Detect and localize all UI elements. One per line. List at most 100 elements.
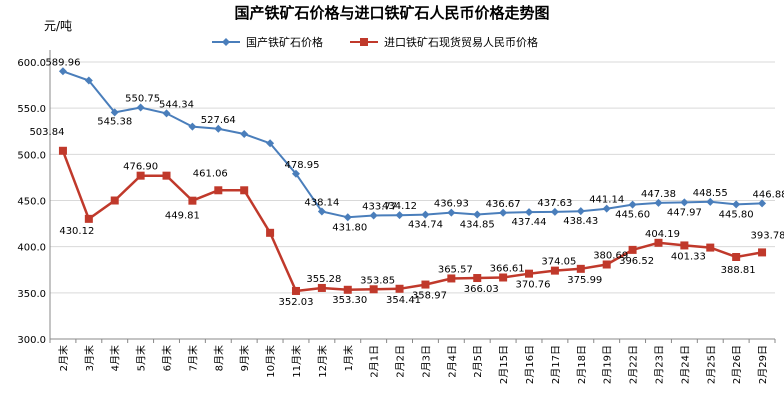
data-label: 404.19 [645,229,680,240]
data-label: 437.44 [512,217,547,228]
data-point [291,169,300,178]
legend: 国产铁矿石价格 进口铁矿石现货贸易人民币价格 [212,35,538,49]
data-label: 365.57 [438,264,473,275]
data-label: 476.90 [123,162,158,173]
data-point [706,197,715,206]
data-label: 589.96 [45,57,80,68]
data-point [214,186,223,195]
data-point [188,122,197,131]
data-label: 436.93 [434,199,469,210]
data-point [369,211,378,220]
data-point [628,200,637,209]
y-tick-label: 600.0 [17,58,46,69]
data-point [240,186,249,195]
data-point [680,198,689,207]
data-label: 461.06 [193,168,228,179]
x-tick-label: 2月4日 [446,345,458,378]
data-point [706,243,715,252]
data-point [447,208,456,217]
data-point [343,285,352,294]
data-point [58,67,67,76]
data-label: 388.81 [721,265,756,276]
y-tick-label: 350.0 [17,289,46,300]
data-point [343,213,352,222]
data-label: 358.97 [412,291,447,302]
series-line [62,70,763,219]
data-point [188,196,197,205]
x-tick-label: 2月5日 [472,345,484,378]
data-point [550,266,559,275]
data-point [240,130,249,139]
legend-label: 进口铁矿石现货贸易人民币价格 [384,35,538,49]
data-label: 445.80 [719,209,754,220]
x-tick-label: 2月15日 [498,345,510,384]
data-point [421,210,430,219]
data-point [732,200,741,209]
data-point [576,207,585,216]
legend-marker [360,38,368,46]
data-point [758,248,767,257]
data-label: 401.33 [671,251,706,262]
data-label: 545.38 [97,116,132,127]
data-label: 374.05 [541,257,576,268]
data-label: 503.84 [29,127,64,138]
data-label: 396.52 [619,256,654,267]
y-tick-label: 550.0 [17,104,46,115]
data-label: 430.12 [59,226,94,237]
x-tick-label: 2月末 [57,345,70,371]
data-point [214,124,223,133]
data-point [110,196,119,205]
x-tick-label: 2月16日 [524,345,536,384]
data-label: 434.74 [408,220,443,231]
data-label: 527.64 [201,115,236,126]
data-label: 550.75 [125,93,160,104]
data-label: 366.61 [490,263,525,274]
data-point [525,208,534,217]
x-tick-label: 11月末 [290,345,303,378]
data-label: 447.97 [667,207,702,218]
data-point [395,284,404,293]
data-label: 431.80 [332,222,367,233]
x-tick-label: 3月末 [83,345,96,371]
x-tick-label: 5月末 [135,345,148,371]
data-label: 380.69 [593,250,628,261]
x-tick-label: 2月25日 [705,345,717,384]
x-tick-label: 2月26日 [731,345,743,384]
data-label: 478.95 [284,160,319,171]
x-tick-label: 1月末 [342,345,355,371]
data-point [654,198,663,207]
data-label: 448.55 [693,188,728,199]
data-point [369,285,378,294]
x-tick-label: 12月末 [316,345,329,378]
x-tick-label: 2月17日 [550,345,562,384]
x-tick-label: 7月末 [186,345,199,371]
data-point [136,103,145,112]
x-tick-label: 6月末 [161,345,174,371]
y-axis-unit: 元/吨 [44,19,72,33]
x-tick-label: 2月22日 [628,345,640,384]
data-label: 370.76 [516,280,551,291]
data-point [84,76,93,85]
data-point [84,214,93,223]
y-tick-label: 300.0 [17,335,46,346]
x-tick-label: 4月末 [109,345,122,371]
data-label: 434.85 [460,219,495,230]
data-point [499,208,508,217]
x-tick-label: 2月1日 [369,345,381,378]
grid [50,61,775,294]
x-tick-label: 8月末 [212,345,225,371]
data-point [680,241,689,250]
data-point [162,171,171,180]
data-label: 438.14 [304,197,339,208]
data-label: 447.38 [641,189,676,200]
data-label: 436.67 [486,199,521,210]
x-tick-label: 2月3日 [420,345,432,378]
data-point [550,207,559,216]
data-point [473,274,482,283]
legend-marker [222,38,230,46]
data-point [291,286,300,295]
data-point [525,269,534,278]
series-layer [58,67,767,295]
